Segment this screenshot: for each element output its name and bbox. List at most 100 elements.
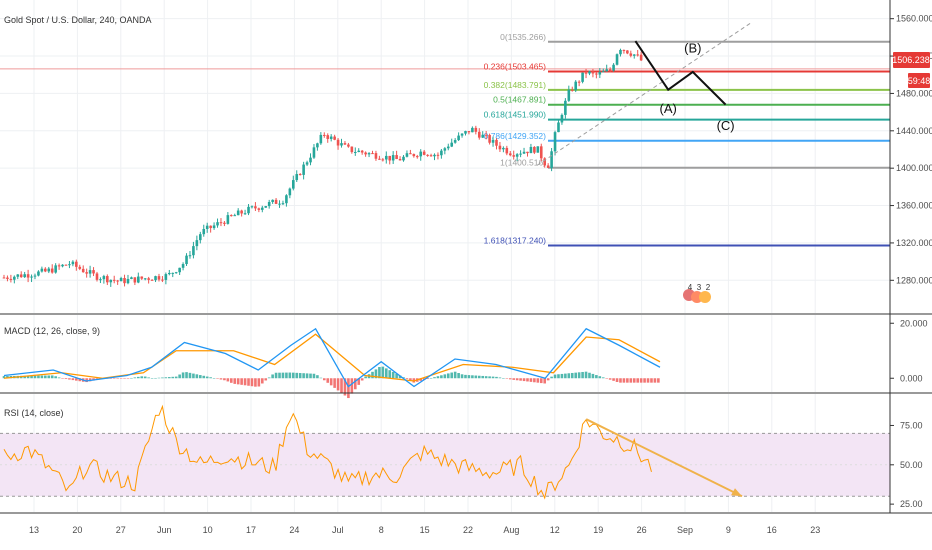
macd-histogram-bar bbox=[233, 378, 237, 384]
candle-body bbox=[360, 150, 364, 153]
candle-body bbox=[257, 208, 261, 210]
candle-body bbox=[285, 195, 288, 204]
macd-histogram-bar bbox=[64, 378, 68, 379]
rsi-tick-label: 25.00 bbox=[900, 499, 923, 509]
candle-body bbox=[591, 71, 595, 74]
candle-body bbox=[61, 264, 64, 267]
time-tick-label: Jun bbox=[157, 525, 172, 535]
candle-body bbox=[488, 134, 491, 143]
candle-body bbox=[281, 203, 285, 205]
candle-body bbox=[209, 225, 212, 229]
macd-histogram-bar bbox=[267, 377, 271, 379]
candle-body bbox=[9, 278, 13, 280]
candle-body bbox=[133, 277, 137, 283]
candle-body bbox=[636, 54, 639, 56]
macd-histogram-bar bbox=[298, 373, 302, 379]
macd-histogram-bar bbox=[161, 377, 164, 379]
rsi-pane[interactable] bbox=[0, 404, 890, 500]
macd-pane[interactable] bbox=[2, 327, 661, 399]
candle-body bbox=[357, 150, 361, 153]
macd-histogram-bar bbox=[378, 367, 381, 379]
wave-label: (A) bbox=[660, 101, 677, 116]
candle-body bbox=[254, 206, 257, 209]
candle-body bbox=[553, 132, 557, 152]
candle-body bbox=[639, 54, 643, 61]
macd-histogram-bar bbox=[536, 378, 540, 383]
candle-body bbox=[364, 152, 367, 155]
macd-histogram-bar bbox=[574, 372, 578, 379]
macd-histogram-bar bbox=[450, 372, 454, 379]
macd-histogram-bar bbox=[133, 377, 137, 379]
macd-histogram-bar bbox=[402, 377, 405, 379]
macd-histogram-bar bbox=[474, 375, 478, 379]
macd-histogram-bar bbox=[632, 378, 636, 383]
candle-body bbox=[16, 274, 20, 277]
macd-histogram-bar bbox=[539, 378, 543, 384]
candle-body bbox=[291, 180, 295, 189]
macd-histogram-bar bbox=[230, 378, 233, 383]
macd-histogram-bar bbox=[281, 372, 285, 379]
macd-histogram-bar bbox=[240, 378, 243, 385]
macd-histogram-bar bbox=[188, 372, 192, 379]
macd-histogram-bar bbox=[364, 376, 367, 379]
candle-body bbox=[181, 264, 185, 268]
macd-histogram-bar bbox=[491, 376, 495, 379]
candle-body bbox=[298, 174, 302, 176]
macd-histogram-bar bbox=[488, 376, 491, 379]
macd-histogram-bar bbox=[381, 366, 385, 379]
candle-body bbox=[236, 210, 240, 216]
macd-histogram-bar bbox=[209, 377, 212, 379]
candle-body bbox=[223, 222, 226, 224]
candle-body bbox=[533, 146, 536, 153]
candle-body bbox=[564, 100, 567, 115]
candle-body bbox=[612, 64, 615, 71]
candle-body bbox=[471, 127, 474, 133]
price-pane[interactable]: 0(1535.266) 0.236(1503.465) 0.382(1483.791… bbox=[0, 22, 890, 303]
candle-body bbox=[402, 156, 405, 161]
macd-histogram-bar bbox=[130, 377, 133, 379]
time-tick-label: 10 bbox=[203, 525, 213, 535]
candle-body bbox=[230, 215, 233, 217]
macd-histogram-bar bbox=[429, 378, 433, 379]
macd-histogram-bar bbox=[54, 376, 57, 379]
candle-body bbox=[95, 273, 99, 280]
macd-histogram-bar bbox=[57, 377, 61, 379]
candle-body bbox=[112, 279, 116, 281]
candle-body bbox=[539, 146, 543, 159]
candle-body bbox=[264, 206, 268, 208]
candle-body bbox=[353, 152, 357, 154]
macd-histogram-bar bbox=[443, 374, 447, 379]
candle-body bbox=[529, 146, 533, 154]
macd-histogram-bar bbox=[391, 371, 395, 379]
time-tick-label: 20 bbox=[72, 525, 82, 535]
last-price-badge: 1506.238 bbox=[892, 52, 930, 68]
candle-body bbox=[64, 264, 68, 266]
time-tick-label: 16 bbox=[767, 525, 777, 535]
candle-body bbox=[6, 277, 9, 279]
macd-histogram-bar bbox=[291, 372, 295, 379]
candle-body bbox=[426, 154, 429, 156]
candle-body bbox=[457, 135, 460, 141]
candle-body bbox=[174, 272, 178, 274]
abc-wave-path bbox=[634, 40, 727, 106]
macd-histogram-bar bbox=[650, 378, 653, 383]
macd-histogram-bar bbox=[140, 376, 144, 379]
macd-histogram-bar bbox=[192, 373, 195, 379]
macd-histogram-bar bbox=[577, 372, 581, 379]
time-tick-label: 19 bbox=[593, 525, 603, 535]
macd-histogram-bar bbox=[570, 372, 574, 379]
time-tick-label: 13 bbox=[29, 525, 39, 535]
candle-body bbox=[371, 153, 374, 155]
macd-histogram-bar bbox=[643, 378, 646, 383]
candle-body bbox=[157, 276, 161, 280]
candle-body bbox=[71, 261, 75, 265]
fib-level-label: 0(1535.266) bbox=[500, 32, 546, 42]
candle-body bbox=[99, 279, 102, 281]
macd-histogram-bar bbox=[212, 378, 216, 379]
time-tick-label: 15 bbox=[420, 525, 430, 535]
macd-title: MACD (12, 26, close, 9) bbox=[4, 326, 100, 336]
macd-histogram-bar bbox=[264, 378, 268, 381]
candle-body bbox=[161, 279, 164, 281]
candle-body bbox=[199, 234, 202, 241]
